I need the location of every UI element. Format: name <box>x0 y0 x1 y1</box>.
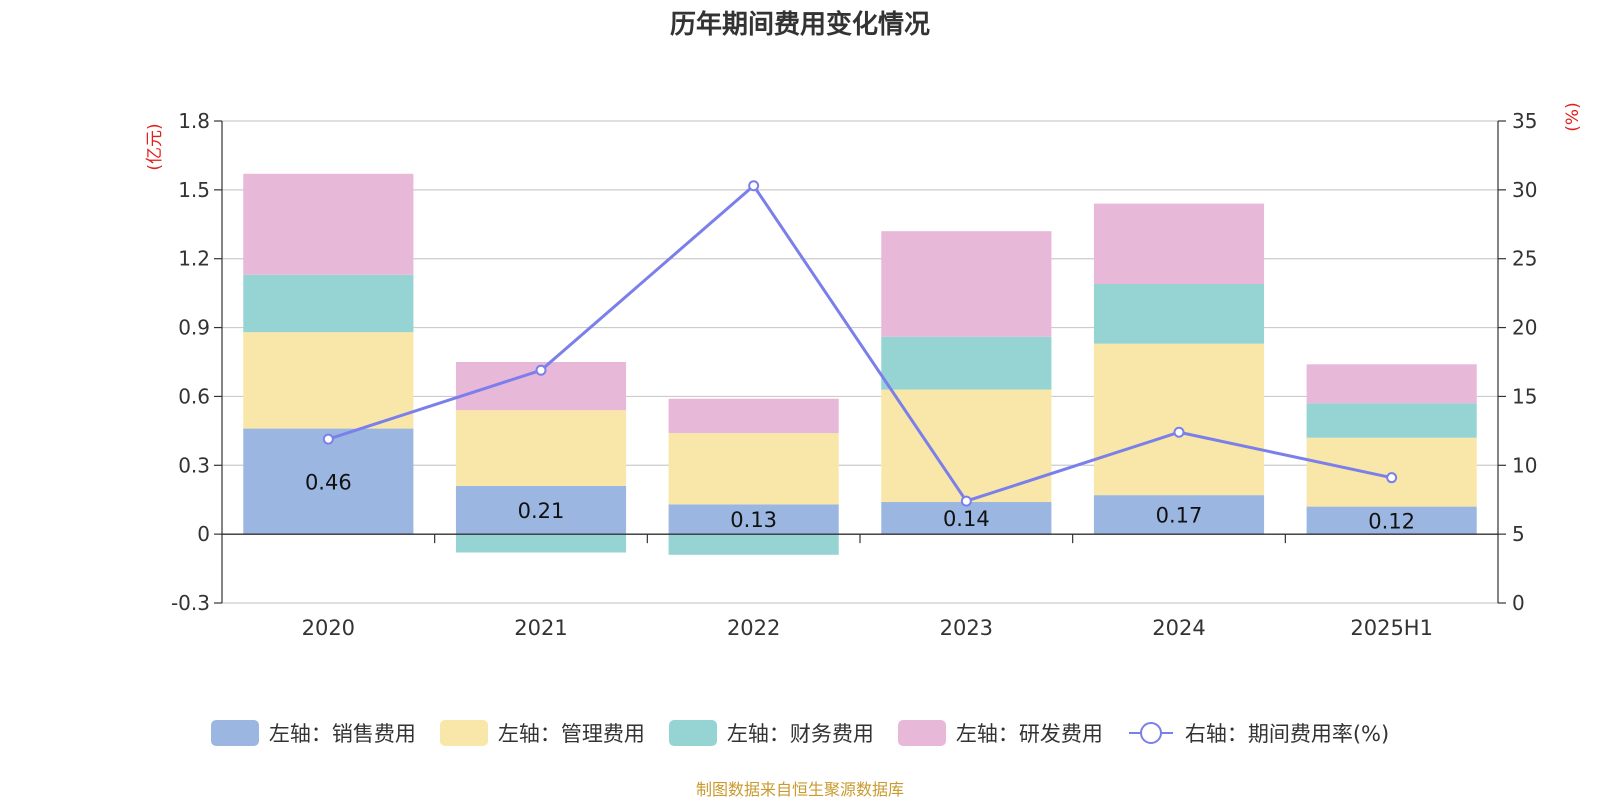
bar-segment <box>455 534 627 553</box>
legend-item[interactable]: 左轴：财务费用 <box>668 718 874 748</box>
bar-segment <box>881 502 1052 535</box>
bar-segment <box>243 274 414 333</box>
bar-segment <box>1093 343 1265 496</box>
bar-segment <box>881 336 1052 390</box>
rate-point <box>535 364 547 376</box>
bar-segment <box>1093 203 1265 284</box>
legend-swatch <box>897 720 946 746</box>
bar-segment <box>243 173 414 275</box>
data-label: 0.14 <box>943 507 990 531</box>
legend: 左轴：销售费用 左轴：管理费用 左轴：财务费用 左轴：研发费用 右轴：期间费用率(%) <box>0 718 1600 748</box>
bar-segment <box>1093 283 1265 344</box>
legend-line-swatch <box>1128 722 1173 744</box>
left-tick-label: 0.3 <box>178 453 210 477</box>
data-label: 0.21 <box>518 499 565 523</box>
category-label: 2023 <box>940 616 993 640</box>
bar-segment <box>668 504 839 535</box>
legend-item[interactable]: 左轴：管理费用 <box>439 718 645 748</box>
bar-segment <box>455 485 627 535</box>
legend-swatch <box>210 720 259 746</box>
chart-title: 历年期间费用变化情况 <box>669 10 930 40</box>
rate-point <box>1386 472 1398 484</box>
data-label: 0.17 <box>1156 504 1203 528</box>
right-tick-label: 15 <box>1512 384 1537 408</box>
category-label: 2022 <box>727 616 780 640</box>
source-footer: 制图数据来自恒生聚源数据库 <box>695 780 904 799</box>
legend-label: 右轴：期间费用率(%) <box>1184 722 1390 746</box>
legend-swatch <box>439 720 488 746</box>
left-axis-unit: (亿元) <box>145 123 165 170</box>
bar-segment <box>1306 364 1477 404</box>
left-tick-label: -0.3 <box>171 591 210 615</box>
rate-line <box>327 183 1392 503</box>
bar-segment <box>455 410 627 486</box>
right-tick-label: 5 <box>1512 522 1525 546</box>
left-tick-label: 0 <box>197 522 210 546</box>
rate-point <box>1173 426 1185 438</box>
left-tick-label: 0.9 <box>178 316 210 340</box>
category-label: 2024 <box>1152 616 1205 640</box>
category-label: 2020 <box>302 616 355 640</box>
right-tick-label: 10 <box>1512 453 1537 477</box>
left-tick-label: 1.8 <box>178 109 210 133</box>
legend-label: 左轴：销售费用 <box>268 722 416 746</box>
data-label: 0.13 <box>730 508 777 532</box>
bar-segment <box>1306 437 1477 507</box>
category-label: 2021 <box>514 616 567 640</box>
bar-segment <box>1093 495 1265 535</box>
chart-plot: -0.3 0 0.3 0.6 0.9 1.2 1.5 1.8 0 5 10 15 20 25 30 35 (亿元… <box>145 102 1583 640</box>
legend-label: 左轴：研发费用 <box>955 722 1103 746</box>
bar-segment <box>881 231 1052 337</box>
left-tick-label: 1.5 <box>178 178 210 202</box>
left-tick-label: 1.2 <box>178 247 210 271</box>
legend-swatch <box>668 720 717 746</box>
legend-label: 左轴：财务费用 <box>726 722 874 746</box>
data-label: 0.46 <box>305 470 352 494</box>
rate-point <box>748 180 760 192</box>
right-tick-label: 0 <box>1512 591 1525 615</box>
legend-item[interactable]: 左轴：销售费用 <box>210 718 416 748</box>
right-tick-label: 30 <box>1512 178 1537 202</box>
category-label: 2025H1 <box>1350 616 1433 640</box>
legend-item[interactable]: 右轴：期间费用率(%) <box>1127 718 1389 748</box>
bar-segment <box>668 398 839 434</box>
rate-point <box>322 433 334 445</box>
right-tick-label: 25 <box>1512 247 1537 271</box>
bar-segment <box>243 428 414 535</box>
legend-label: 左轴：管理费用 <box>497 722 645 746</box>
data-label: 0.12 <box>1368 509 1415 533</box>
right-axis-unit: (%) <box>1563 102 1583 131</box>
bar-segment <box>881 389 1052 503</box>
right-tick-label: 35 <box>1512 109 1537 133</box>
legend-item[interactable]: 左轴：研发费用 <box>897 718 1103 748</box>
left-tick-label: 0.6 <box>178 384 210 408</box>
bar-segment <box>1306 403 1477 438</box>
right-tick-label: 20 <box>1512 316 1537 340</box>
rate-point <box>960 495 972 507</box>
bar-segment <box>668 534 839 555</box>
bar-segment <box>668 433 839 505</box>
bar-segment <box>243 332 414 429</box>
bar-segment <box>1306 506 1477 535</box>
